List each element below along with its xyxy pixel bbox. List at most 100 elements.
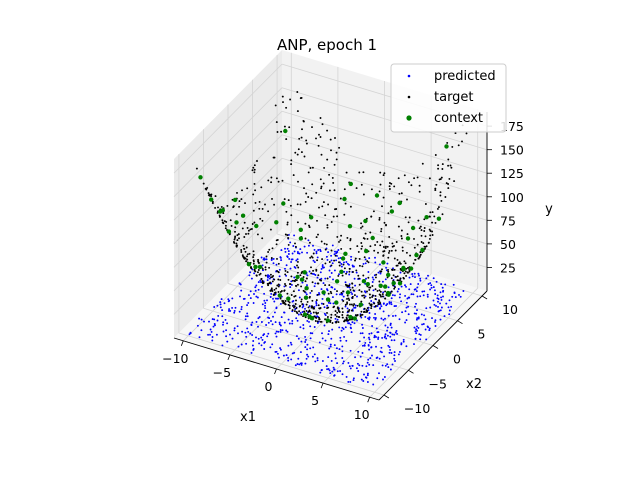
point-target xyxy=(366,260,369,263)
point-predicted xyxy=(391,333,394,336)
point-target xyxy=(334,313,337,316)
point-predicted xyxy=(369,357,372,360)
point-predicted xyxy=(434,319,437,322)
point-predicted xyxy=(447,306,450,309)
point-target xyxy=(403,272,406,275)
point-target xyxy=(283,125,286,128)
point-predicted xyxy=(439,291,442,294)
point-target xyxy=(352,304,355,307)
point-context xyxy=(232,197,238,203)
point-target xyxy=(402,276,405,279)
point-target xyxy=(284,283,286,285)
point-target xyxy=(275,287,278,290)
point-target xyxy=(447,183,450,185)
point-target xyxy=(237,233,240,236)
point-target xyxy=(253,171,256,174)
point-predicted xyxy=(368,312,371,314)
point-target xyxy=(434,187,437,190)
point-target xyxy=(320,185,323,188)
point-predicted xyxy=(417,326,420,329)
point-target xyxy=(236,234,239,237)
point-predicted xyxy=(337,257,340,260)
point-target xyxy=(297,148,300,151)
point-target xyxy=(361,265,364,268)
point-context xyxy=(345,290,351,295)
point-target xyxy=(368,288,371,291)
point-predicted xyxy=(435,304,437,307)
point-target xyxy=(271,247,274,250)
point-target xyxy=(328,284,331,287)
y-tick-label: 125 xyxy=(500,166,524,181)
point-context xyxy=(374,193,380,198)
point-predicted xyxy=(255,295,258,298)
point-target xyxy=(296,221,299,224)
point-context xyxy=(343,251,348,256)
point-predicted xyxy=(343,335,346,338)
point-context xyxy=(295,274,300,280)
point-target xyxy=(276,270,279,273)
point-predicted xyxy=(254,286,257,289)
point-predicted xyxy=(289,286,292,289)
point-predicted xyxy=(367,317,369,320)
point-predicted xyxy=(320,288,323,291)
point-target xyxy=(356,304,359,307)
point-target xyxy=(330,221,333,223)
point-predicted xyxy=(332,278,334,281)
point-target xyxy=(324,248,327,251)
point-target xyxy=(393,268,396,271)
point-predicted xyxy=(272,262,275,265)
point-target xyxy=(418,227,421,230)
point-predicted xyxy=(397,353,400,356)
point-target xyxy=(312,252,315,255)
point-predicted xyxy=(432,286,435,289)
point-context xyxy=(342,196,347,202)
point-target xyxy=(340,234,343,237)
point-predicted xyxy=(233,311,236,314)
point-target xyxy=(382,174,385,177)
point-target xyxy=(284,269,287,272)
point-predicted xyxy=(287,344,290,347)
point-target xyxy=(349,288,352,291)
point-predicted xyxy=(222,330,225,333)
point-target xyxy=(358,171,361,174)
point-target xyxy=(285,106,288,109)
point-predicted xyxy=(426,293,429,296)
point-predicted xyxy=(345,339,348,342)
point-predicted xyxy=(278,321,281,324)
point-target xyxy=(233,238,236,241)
point-predicted xyxy=(295,259,298,262)
point-predicted xyxy=(382,302,385,305)
point-context xyxy=(397,200,402,205)
point-target xyxy=(206,186,209,189)
point-target xyxy=(314,316,317,319)
point-predicted xyxy=(231,297,234,300)
point-predicted xyxy=(198,336,201,339)
point-predicted xyxy=(416,317,419,320)
point-target xyxy=(401,246,404,249)
point-predicted xyxy=(386,334,389,337)
point-target xyxy=(323,242,326,245)
point-predicted xyxy=(287,250,290,253)
point-predicted xyxy=(301,311,304,313)
point-predicted xyxy=(265,324,268,326)
point-predicted xyxy=(308,305,311,308)
point-predicted xyxy=(361,323,364,326)
point-target xyxy=(240,251,243,253)
point-target xyxy=(253,182,256,185)
grid-line-x2-floor xyxy=(178,332,385,396)
point-predicted xyxy=(255,336,257,339)
point-predicted xyxy=(360,316,363,319)
point-predicted xyxy=(290,261,293,263)
point-predicted xyxy=(353,322,356,325)
point-target xyxy=(336,306,339,309)
point-context xyxy=(246,262,252,267)
point-target xyxy=(275,121,278,124)
point-target xyxy=(390,182,393,185)
point-target xyxy=(224,224,227,227)
point-target xyxy=(305,139,308,142)
point-target xyxy=(258,200,261,203)
point-target xyxy=(318,316,320,319)
point-predicted xyxy=(289,267,292,270)
point-predicted xyxy=(415,312,418,315)
